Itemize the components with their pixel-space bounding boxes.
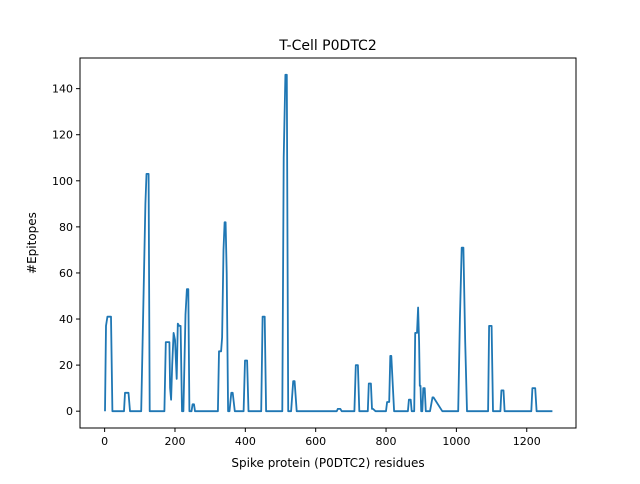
y-tick-label: 100 bbox=[52, 175, 73, 188]
x-tick-label: 800 bbox=[376, 435, 397, 448]
x-axis-label: Spike protein (P0DTC2) residues bbox=[231, 456, 424, 470]
y-tick-label: 40 bbox=[59, 313, 73, 326]
x-tick-label: 400 bbox=[235, 435, 256, 448]
y-tick-label: 140 bbox=[52, 83, 73, 96]
chart-title: T-Cell P0DTC2 bbox=[278, 38, 376, 54]
plot-frame bbox=[79, 57, 577, 429]
y-tick-label: 80 bbox=[59, 221, 73, 234]
x-tick-label: 1000 bbox=[442, 435, 470, 448]
y-axis-ticks: 0 20 40 60 80 100 120 140 bbox=[52, 83, 80, 418]
y-tick-label: 60 bbox=[59, 267, 73, 280]
series-line bbox=[104, 73, 553, 413]
x-tick-label: 0 bbox=[101, 435, 108, 448]
y-tick-label: 120 bbox=[52, 129, 73, 142]
x-axis-ticks: 0 200 400 600 800 1000 1200 bbox=[101, 428, 541, 448]
y-tick-label: 0 bbox=[66, 405, 73, 418]
y-tick-label: 20 bbox=[59, 359, 73, 372]
x-tick-label: 600 bbox=[305, 435, 326, 448]
y-axis-label: #Epitopes bbox=[25, 212, 39, 274]
x-tick-label: 200 bbox=[164, 435, 185, 448]
x-tick-label: 1200 bbox=[513, 435, 541, 448]
